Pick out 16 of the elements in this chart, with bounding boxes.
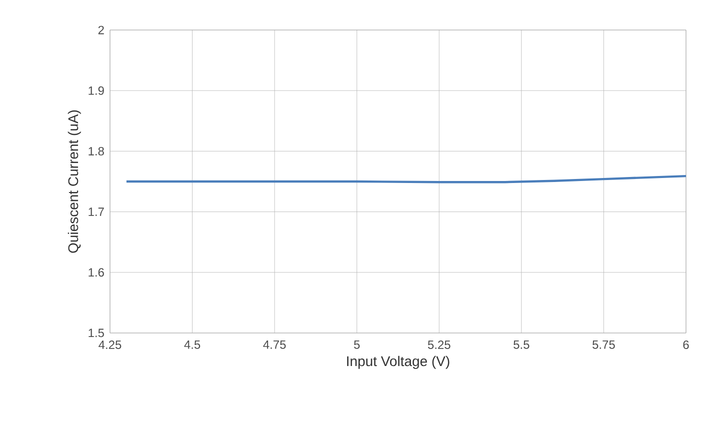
y-tick-label: 1.6 xyxy=(88,268,104,277)
x-tick-label: 4.25 xyxy=(98,340,122,350)
x-tick-label: 5.25 xyxy=(428,340,450,350)
y-tick-label: 1.5 xyxy=(88,328,104,338)
y-axis-title: Quiescent Current (uA) xyxy=(68,110,81,253)
x-tick-label: 5 xyxy=(354,340,360,349)
y-tick-label: 1.9 xyxy=(88,86,104,95)
x-tick-label: 4.75 xyxy=(263,340,286,349)
x-tick-label: 5.5 xyxy=(514,340,530,349)
y-tick-label: 1.8 xyxy=(88,146,104,156)
x-axis-title: Input Voltage (V) xyxy=(347,356,450,369)
y-tick-label: 1.7 xyxy=(88,208,104,216)
x-tick-label: 6 xyxy=(683,340,689,350)
y-tick-label: 2 xyxy=(98,26,104,34)
x-tick-label: 5.75 xyxy=(592,340,615,349)
x-tick-label: 4.5 xyxy=(184,340,200,349)
